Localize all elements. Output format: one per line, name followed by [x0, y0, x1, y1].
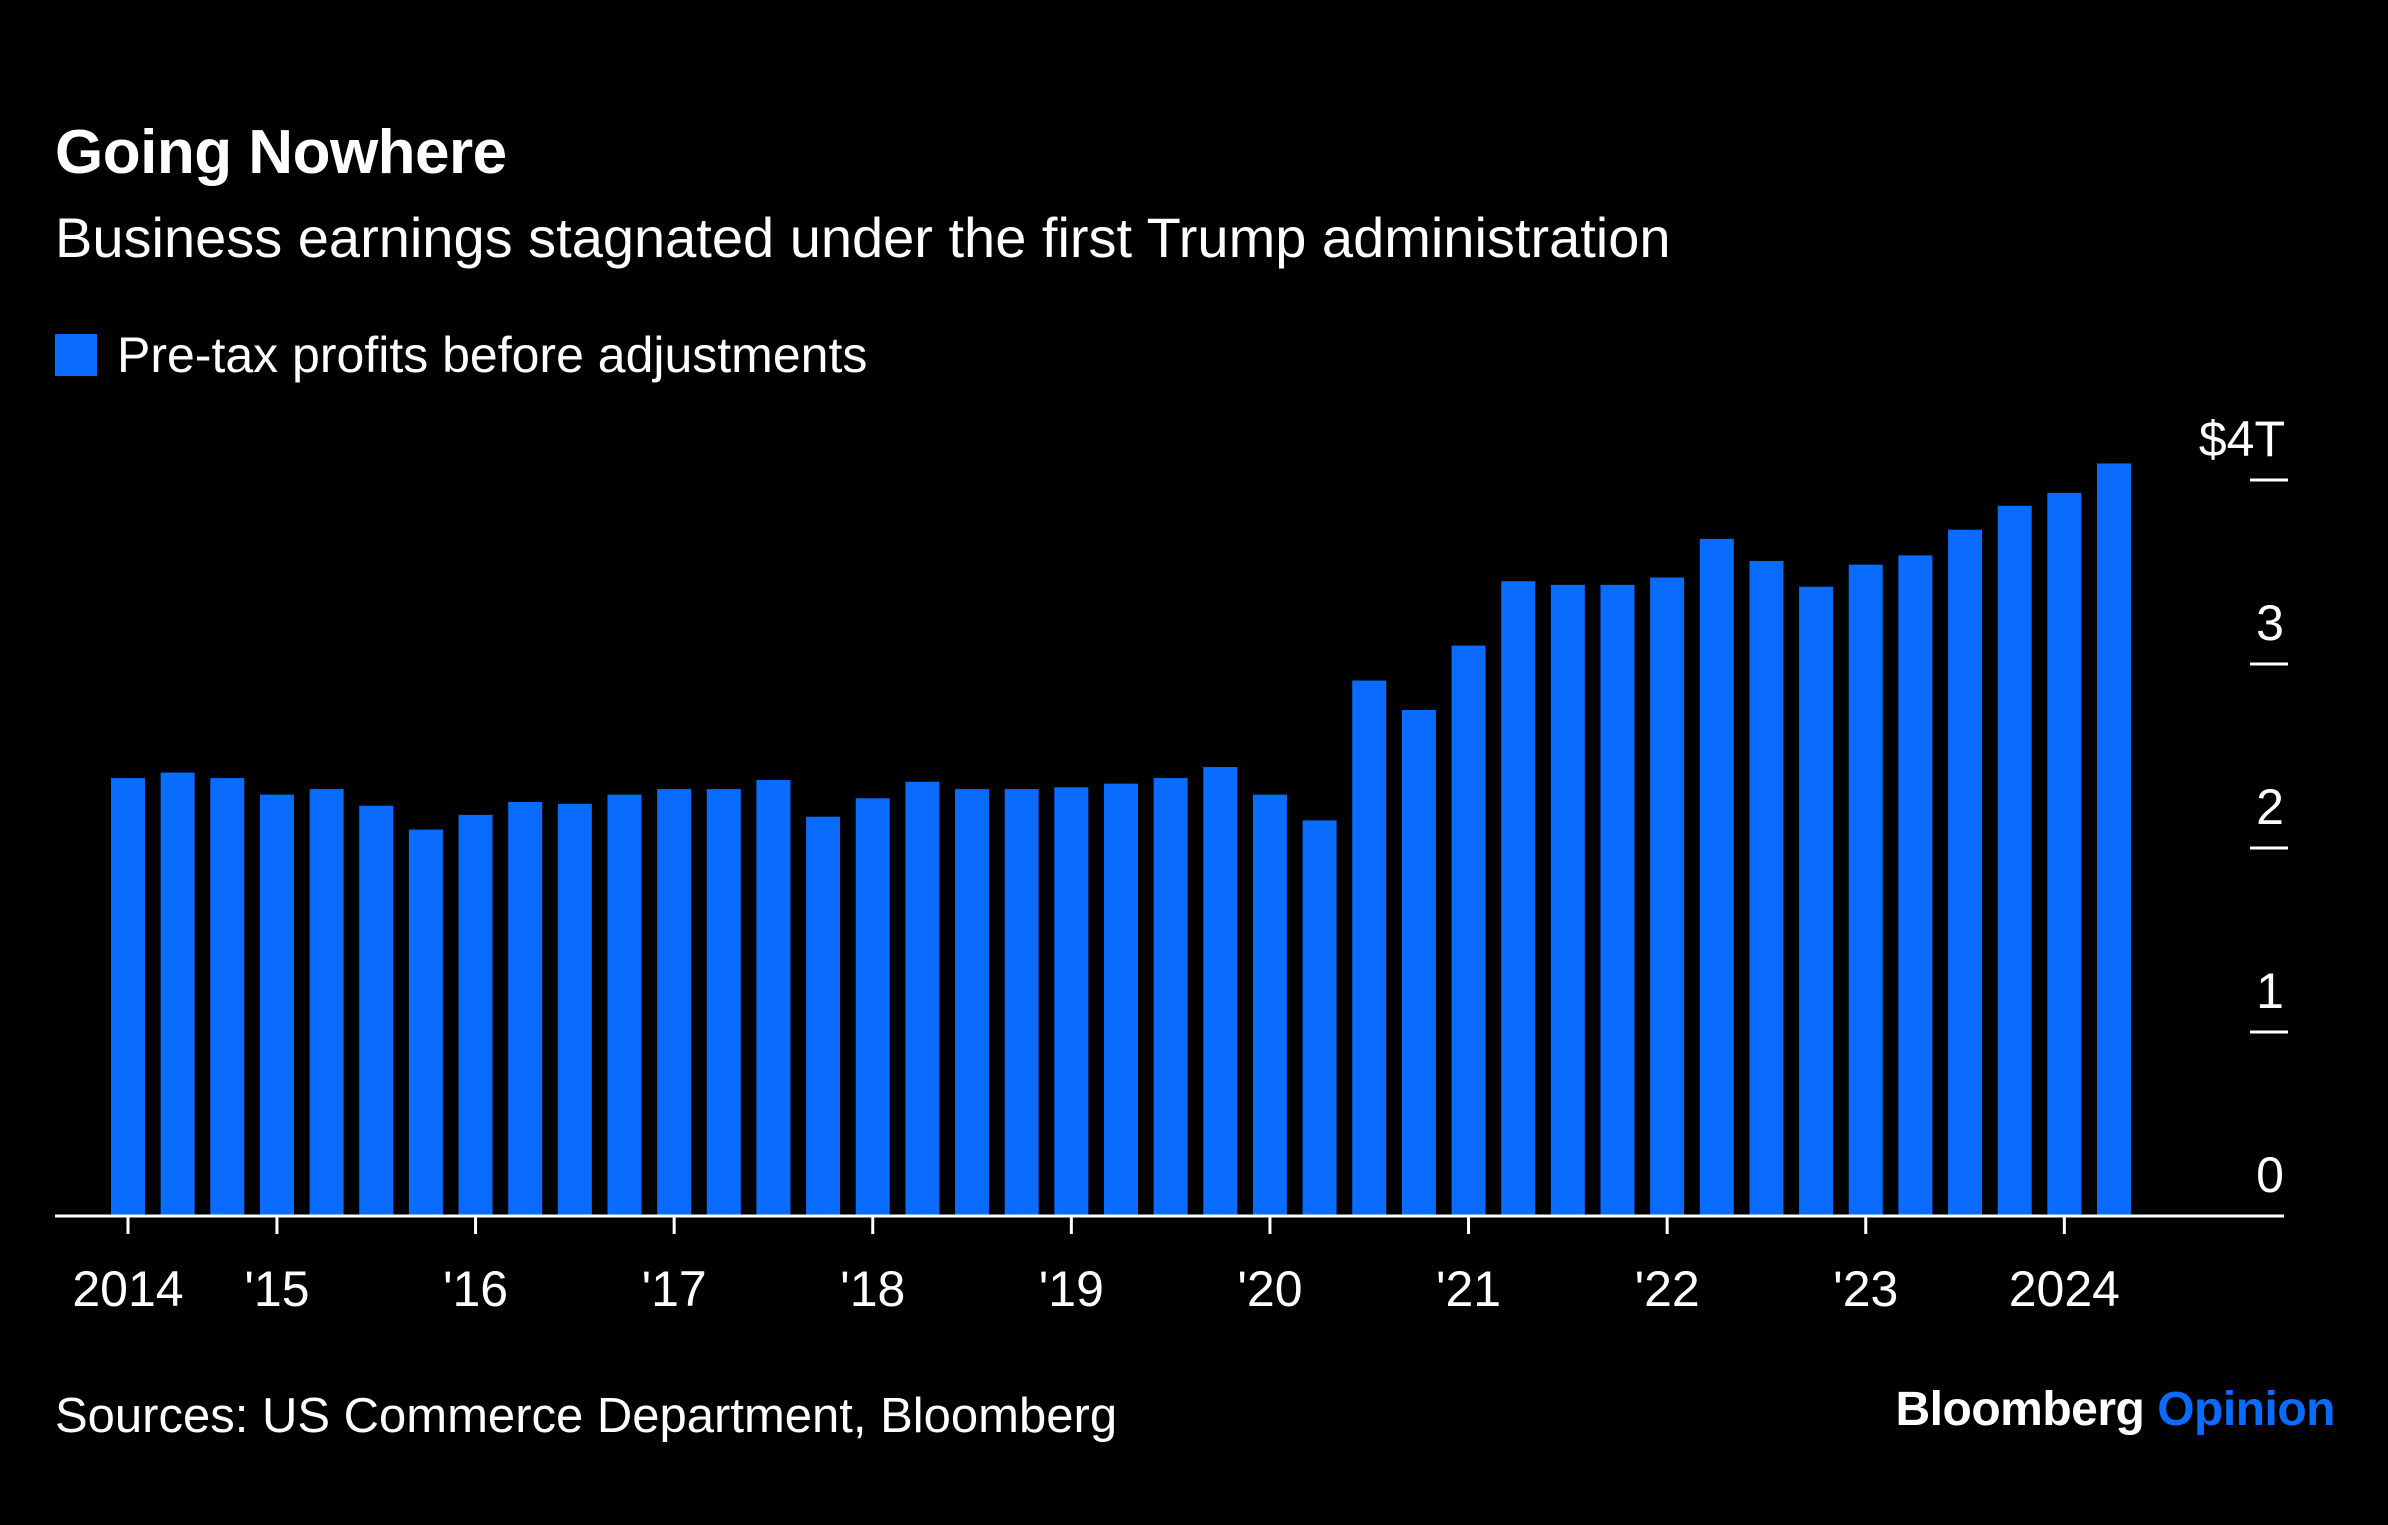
bar [1749, 560, 1784, 1216]
bar [607, 794, 642, 1216]
bar [1054, 787, 1089, 1216]
x-tick-label: '21 [1436, 1261, 1501, 1317]
bar [1799, 586, 1834, 1216]
x-tick-label: '19 [1039, 1261, 1104, 1317]
bar [210, 778, 245, 1216]
y-tick-label: 1 [2256, 963, 2284, 1019]
x-tick-label: '20 [1237, 1261, 1302, 1317]
bar [1699, 538, 1734, 1216]
bar [1550, 584, 1585, 1216]
legend-swatch [55, 334, 97, 376]
bar [1848, 564, 1883, 1216]
bar [756, 779, 791, 1216]
bar [458, 814, 493, 1216]
chart-subtitle: Business earnings stagnated under the fi… [55, 206, 1671, 269]
x-tick-label: 2024 [2009, 1261, 2120, 1317]
bar [111, 778, 145, 1216]
y-tick-label: 2 [2256, 779, 2284, 835]
bar [1451, 645, 1486, 1216]
y-tick-label: 3 [2256, 595, 2284, 651]
bar [855, 798, 890, 1216]
bar [1997, 505, 2032, 1216]
bar [1104, 783, 1138, 1216]
bar [1600, 584, 1635, 1216]
bar [1948, 529, 1983, 1216]
bar [955, 789, 990, 1216]
bar [359, 805, 394, 1216]
y-tick-label: 0 [2256, 1147, 2284, 1203]
chart-title: Going Nowhere [55, 118, 507, 187]
legend: Pre-tax profits before adjustments [55, 330, 867, 380]
brand-suffix: Opinion [2157, 1383, 2335, 1436]
bar [905, 781, 940, 1216]
y-tick-label: $4T [2199, 411, 2285, 467]
bar [1302, 820, 1337, 1216]
bar [557, 803, 592, 1216]
bar [2047, 492, 2082, 1216]
x-tick-label: '22 [1635, 1261, 1700, 1317]
bar [508, 802, 543, 1216]
bar [657, 789, 692, 1216]
bar [259, 794, 294, 1216]
bar [1153, 778, 1188, 1216]
bar [408, 829, 443, 1216]
bar [2097, 463, 2131, 1216]
bar [706, 789, 741, 1216]
bar [1401, 710, 1436, 1216]
bar [1898, 555, 1933, 1216]
brand-logo: Bloomberg Opinion [1895, 1383, 2336, 1436]
x-tick-label: '15 [244, 1261, 309, 1317]
x-tick-label: '18 [840, 1261, 905, 1317]
bar [1203, 767, 1238, 1216]
bar [1252, 794, 1287, 1216]
bar [309, 789, 344, 1216]
x-tick-label: 2014 [72, 1261, 183, 1317]
x-tick-label: '17 [642, 1261, 707, 1317]
source-note: Sources: US Commerce Department, Bloombe… [55, 1389, 1118, 1443]
bar [160, 772, 195, 1216]
bar [1004, 789, 1039, 1216]
bar [1650, 577, 1685, 1216]
brand-name: Bloomberg [1895, 1383, 2145, 1436]
bar [1352, 680, 1387, 1216]
x-tick-label: '23 [1833, 1261, 1898, 1317]
x-tick-label: '16 [443, 1261, 508, 1317]
bar [806, 816, 841, 1216]
legend-label: Pre-tax profits before adjustments [117, 327, 868, 383]
bar [1501, 581, 1536, 1216]
